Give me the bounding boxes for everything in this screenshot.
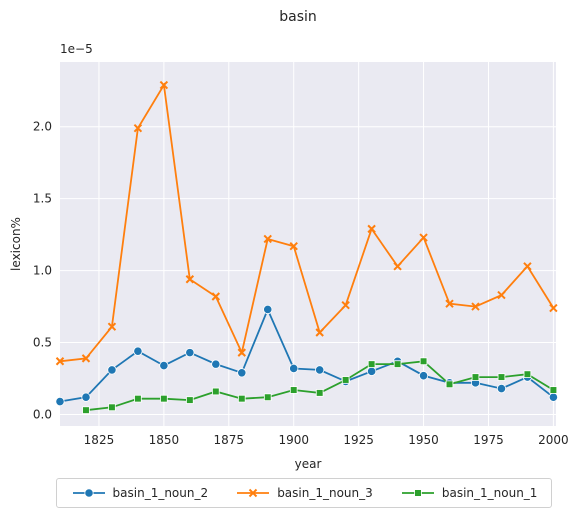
y-tick-label: 0.5 [33, 336, 52, 350]
data-point [419, 357, 428, 366]
data-point [471, 302, 480, 311]
x-tick-label: 1850 [149, 433, 180, 447]
x-tick-label: 1975 [473, 433, 504, 447]
x-axis-label: year [295, 457, 322, 471]
data-point [237, 348, 246, 357]
data-point [393, 360, 402, 368]
legend-label: basin_1_noun_2 [112, 486, 209, 500]
legend-entry: basin_1_noun_2 [71, 486, 209, 500]
data-point [55, 396, 65, 407]
data-point [186, 396, 194, 404]
x-tick-label: 1950 [408, 433, 439, 447]
data-point [81, 354, 91, 363]
data-point [134, 394, 142, 403]
data-point [497, 373, 506, 381]
data-point [248, 488, 258, 498]
data-point [212, 387, 220, 396]
data-point [315, 389, 324, 397]
data-point [55, 357, 65, 366]
data-point [185, 348, 195, 358]
data-point [159, 80, 169, 90]
data-point [83, 488, 94, 498]
data-point [289, 241, 298, 251]
y-tick-label: 1.5 [33, 192, 52, 206]
data-point [133, 346, 143, 356]
plot-area [60, 62, 556, 426]
data-point [133, 123, 143, 133]
data-point [107, 365, 117, 375]
data-point [471, 373, 480, 381]
data-point [445, 380, 454, 389]
data-point [82, 406, 90, 414]
data-point [263, 393, 272, 402]
x-tick-label: 1875 [214, 433, 245, 447]
data-point [445, 299, 454, 308]
y-axis-offset-text: 1e−5 [60, 42, 93, 56]
data-point [523, 370, 532, 379]
tick-labels: 1825 1850 1875 1900 1925 1950 1975 2000 0.0 0.5 1.… [33, 120, 569, 447]
data-point [289, 363, 299, 374]
data-point [341, 376, 350, 384]
legend-entry: basin_1_noun_1 [400, 486, 538, 500]
data-point [108, 403, 116, 412]
data-point [549, 303, 558, 313]
data-point [549, 386, 558, 394]
y-tick-label: 2.0 [33, 120, 52, 134]
data-point [237, 368, 247, 378]
chart-title: basin [279, 9, 317, 25]
y-tick-label: 0.0 [33, 407, 52, 421]
data-point [414, 489, 422, 497]
data-point [211, 359, 221, 369]
data-point [497, 290, 506, 300]
data-point [237, 394, 246, 403]
data-point [159, 360, 169, 371]
data-point [393, 262, 402, 271]
legend-swatch [72, 488, 105, 498]
legend-label: basin_1_noun_3 [277, 486, 373, 500]
data-point [160, 394, 168, 403]
data-point [315, 365, 325, 375]
legend-swatch [401, 489, 434, 497]
x-tick-label: 1900 [278, 433, 309, 447]
data-point [263, 304, 273, 315]
data-point [419, 233, 428, 242]
x-tick-label: 1925 [343, 433, 374, 447]
legend-swatch [237, 488, 270, 498]
data-point [263, 234, 272, 244]
x-tick-label: 2000 [538, 433, 569, 447]
data-point [418, 371, 429, 381]
data-point [367, 360, 376, 368]
legend: basin_1_noun_2 basin_1_noun_3 basin_1_noun… [56, 478, 552, 508]
data-point [367, 366, 377, 376]
data-point [496, 383, 507, 394]
y-tick-label: 1.0 [33, 264, 52, 278]
data-point [81, 392, 91, 402]
data-point [523, 262, 532, 271]
y-axis-label: lexicon% [9, 217, 23, 271]
series-line [59, 82, 555, 363]
series-basin_1_noun_1 [82, 357, 558, 414]
series-layer [55, 80, 559, 414]
x-tick-label: 1825 [84, 433, 115, 447]
legend-entry: basin_1_noun_3 [235, 486, 373, 500]
data-point [367, 224, 376, 234]
data-point [211, 292, 221, 301]
grid-lines [60, 62, 556, 426]
data-point [315, 328, 324, 337]
series-basin_1_noun_3 [55, 80, 558, 366]
data-point [341, 300, 350, 310]
line-chart: 1825 1850 1875 1900 1925 1950 1975 2000 0.0 0.5 1.… [9, 9, 569, 471]
data-point [107, 322, 117, 331]
data-point [289, 386, 298, 394]
data-point [185, 275, 195, 284]
legend-label: basin_1_noun_1 [441, 486, 538, 500]
data-point [548, 392, 559, 402]
